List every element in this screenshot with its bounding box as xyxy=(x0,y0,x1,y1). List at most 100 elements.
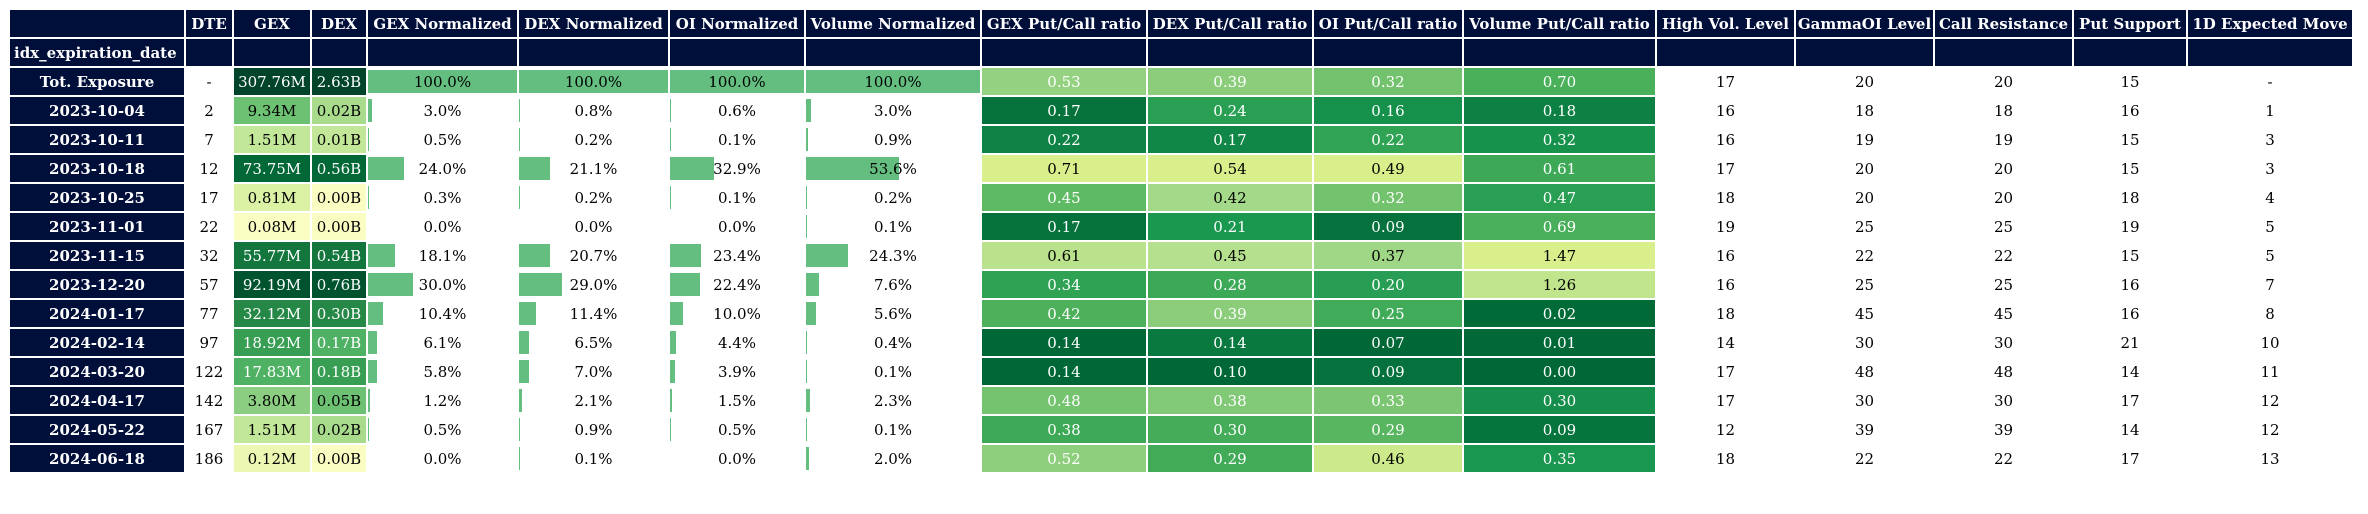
bar-value: 0.6% xyxy=(717,101,757,120)
hvl-cell: 18 xyxy=(1655,182,1796,213)
goi-cell: 22 xyxy=(1794,240,1935,271)
index-header-row: idx_expiration_date xyxy=(8,37,2354,68)
column-header: Put Support xyxy=(2072,8,2188,39)
gex-put-call-cell: 0.34 xyxy=(980,269,1148,300)
oi-normalized-cell: 4.4% xyxy=(668,327,806,358)
index-blank xyxy=(1462,37,1657,68)
vol-normalized-cell: 2.0% xyxy=(804,443,982,474)
gex-put-call-cell: 0.45 xyxy=(980,182,1148,213)
dte-cell: 167 xyxy=(184,414,234,445)
gex-normalized-cell: 30.0% xyxy=(366,269,519,300)
oi-put-call-cell: 0.16 xyxy=(1312,95,1464,126)
gex-put-call-cell: 0.22 xyxy=(980,124,1148,155)
gex-put-call-cell: 0.48 xyxy=(980,385,1148,416)
gex-normalized-cell: 0.5% xyxy=(366,124,519,155)
gex-normalized-cell: 0.0% xyxy=(366,211,519,242)
bar-value: 0.0% xyxy=(717,217,757,236)
bar-value: 3.9% xyxy=(717,362,757,381)
dex-cell: 0.01B xyxy=(310,124,368,155)
bar-value: 0.0% xyxy=(717,449,757,468)
hvl-cell: 17 xyxy=(1655,385,1796,416)
bar-fill xyxy=(671,70,803,93)
bar-value: 0.2% xyxy=(574,188,613,207)
cr-cell: 22 xyxy=(1933,240,2074,271)
dex-put-call-cell: 0.21 xyxy=(1146,211,1314,242)
bar-fill xyxy=(671,273,701,296)
column-header: OI Normalized xyxy=(668,8,806,39)
cr-cell: 48 xyxy=(1933,356,2074,387)
bar-fill xyxy=(369,360,377,383)
vol-put-call-cell: 1.26 xyxy=(1462,269,1657,300)
bar-fill xyxy=(671,331,676,354)
oi-put-call-cell: 0.32 xyxy=(1312,182,1464,213)
column-header: Call Resistance xyxy=(1933,8,2074,39)
dex-normalized-cell: 100.0% xyxy=(517,66,670,97)
index-blank xyxy=(1794,37,1935,68)
gex-put-call-cell: 0.17 xyxy=(980,211,1148,242)
oi-put-call-cell: 0.25 xyxy=(1312,298,1464,329)
vol-put-call-cell: 0.35 xyxy=(1462,443,1657,474)
hvl-cell: 16 xyxy=(1655,240,1796,271)
table-row: 2023-12-20 57 92.19M 0.76B 30.0% 29.0% 22.4% 7.… xyxy=(8,269,2354,300)
bar-fill xyxy=(520,331,529,354)
em-cell: 4 xyxy=(2186,182,2354,213)
bar-value: 22.4% xyxy=(713,275,761,294)
bar-value: 100.0% xyxy=(413,72,472,91)
dex-cell: 0.30B xyxy=(310,298,368,329)
dex-normalized-cell: 21.1% xyxy=(517,153,670,184)
dex-put-call-cell: 0.45 xyxy=(1146,240,1314,271)
bar-value: 11.4% xyxy=(569,304,618,323)
bar-fill xyxy=(369,302,384,325)
bar-value: 23.4% xyxy=(713,246,761,265)
bar-value: 6.5% xyxy=(574,333,613,352)
dex-put-call-cell: 0.39 xyxy=(1146,66,1314,97)
oi-put-call-cell: 0.07 xyxy=(1312,327,1464,358)
column-header: DEX xyxy=(310,8,368,39)
gex-normalized-cell: 1.2% xyxy=(366,385,519,416)
vol-put-call-cell: 0.18 xyxy=(1462,95,1657,126)
index-blank xyxy=(184,37,234,68)
em-cell: - xyxy=(2186,66,2354,97)
bar-fill xyxy=(368,418,369,441)
column-header: 1D Expected Move xyxy=(2186,8,2354,39)
oi-normalized-cell: 100.0% xyxy=(668,66,806,97)
table-row: 2023-11-01 22 0.08M 0.00B 0.0% 0.0% 0.0% 0.1% 0.… xyxy=(8,211,2354,242)
dte-cell: 97 xyxy=(184,327,234,358)
dte-cell: 77 xyxy=(184,298,234,329)
bar-value: 7.6% xyxy=(873,275,913,294)
gex-put-call-cell: 0.42 xyxy=(980,298,1148,329)
row-label: 2024-06-18 xyxy=(8,443,186,474)
oi-normalized-cell: 10.0% xyxy=(668,298,806,329)
vol-normalized-cell: 53.6% xyxy=(804,153,982,184)
bar-value: 0.8% xyxy=(574,101,613,120)
vol-put-call-cell: 1.47 xyxy=(1462,240,1657,271)
bar-value: 5.8% xyxy=(423,362,462,381)
hvl-cell: 17 xyxy=(1655,66,1796,97)
column-header: DTE xyxy=(184,8,234,39)
table-row: 2024-02-14 97 18.92M 0.17B 6.1% 6.5% 4.4% 0.4% 0… xyxy=(8,327,2354,358)
dex-cell: 0.56B xyxy=(310,153,368,184)
vol-normalized-cell: 100.0% xyxy=(804,66,982,97)
bar-fill xyxy=(807,389,810,412)
dte-cell: 12 xyxy=(184,153,234,184)
oi-put-call-cell: 0.20 xyxy=(1312,269,1464,300)
cr-cell: 39 xyxy=(1933,414,2074,445)
row-label: 2023-10-25 xyxy=(8,182,186,213)
bar-fill xyxy=(807,70,979,93)
bar-value: 1.2% xyxy=(423,391,462,410)
bar-fill xyxy=(369,157,404,180)
oi-normalized-cell: 0.1% xyxy=(668,124,806,155)
oi-normalized-cell: 0.5% xyxy=(668,414,806,445)
bar-value: 20.7% xyxy=(569,246,618,265)
column-header: OI Put/Call ratio xyxy=(1312,8,1464,39)
dex-normalized-cell: 0.2% xyxy=(517,182,670,213)
row-label: 2024-03-20 xyxy=(8,356,186,387)
ps-cell: 16 xyxy=(2072,95,2188,126)
row-label: Tot. Exposure xyxy=(8,66,186,97)
index-blank xyxy=(804,37,982,68)
em-cell: 3 xyxy=(2186,153,2354,184)
bar-value: 29.0% xyxy=(569,275,618,294)
bar-fill xyxy=(520,70,667,93)
bar-value: 0.1% xyxy=(873,362,913,381)
ps-cell: 15 xyxy=(2072,66,2188,97)
